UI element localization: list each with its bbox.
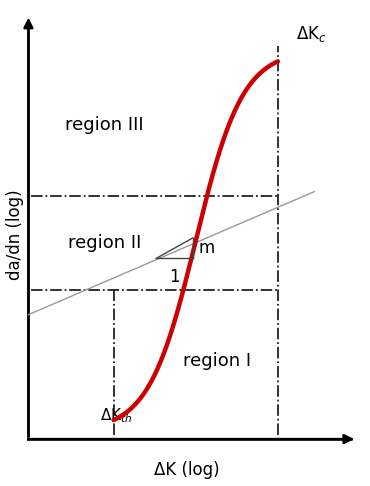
Text: region I: region I — [183, 351, 251, 369]
Text: region III: region III — [65, 116, 144, 134]
Text: ΔK (log): ΔK (log) — [154, 461, 219, 479]
Text: ΔK$_{th}$: ΔK$_{th}$ — [100, 406, 133, 425]
Text: 1: 1 — [169, 268, 180, 286]
Text: ΔK$_{c}$: ΔK$_{c}$ — [296, 24, 327, 44]
Text: da/dn (log): da/dn (log) — [6, 190, 24, 280]
Text: region II: region II — [68, 234, 141, 252]
Text: m: m — [198, 239, 215, 257]
